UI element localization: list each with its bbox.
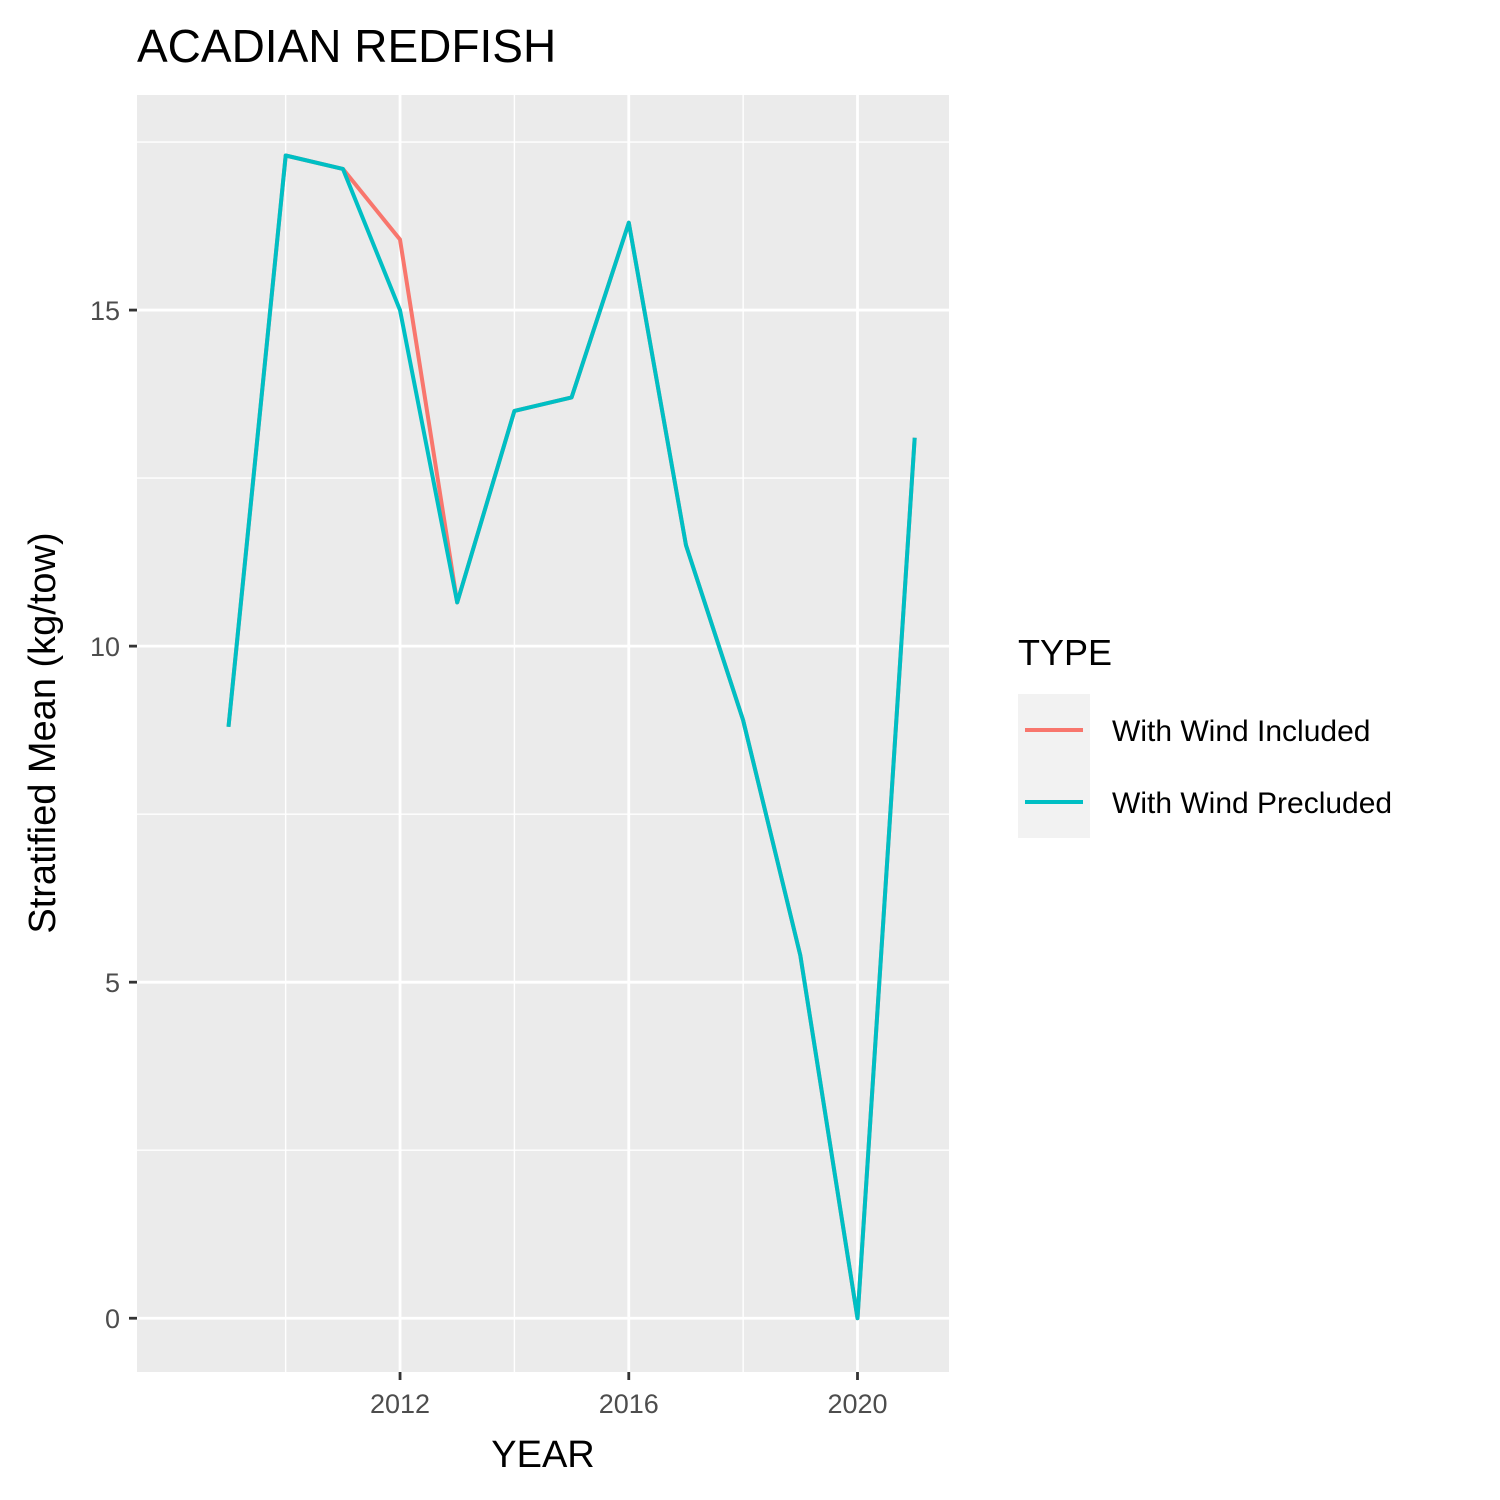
legend-title: TYPE: [1018, 632, 1112, 673]
x-tick-label: 2020: [827, 1389, 887, 1419]
legend-label-with-wind-precluded: With Wind Precluded: [1112, 787, 1392, 820]
y-tick-label: 10: [90, 632, 120, 662]
legend-key-background: [1018, 694, 1090, 838]
legend: TYPE With Wind Included With Wind Preclu…: [1018, 632, 1392, 838]
series-layer: [226, 153, 917, 1321]
x-axis: 2012 2016 2020: [370, 1372, 888, 1419]
minor-gridlines: [137, 95, 949, 1372]
legend-label-with-wind-included: With Wind Included: [1112, 715, 1370, 748]
x-axis-title: YEAR: [491, 1434, 594, 1476]
y-axis: 0 5 10 15: [90, 296, 137, 1334]
chart-title: ACADIAN REDFISH: [137, 20, 556, 72]
y-tick-label: 15: [90, 296, 120, 326]
major-gridlines: [137, 95, 949, 1372]
plot-panel: [137, 95, 949, 1372]
y-tick-label: 0: [105, 1304, 120, 1334]
x-tick-label: 2016: [599, 1389, 659, 1419]
x-tick-label: 2012: [370, 1389, 430, 1419]
y-axis-title: Stratified Mean (kg/tow): [22, 532, 64, 933]
series-line-with-wind-precluded: [226, 153, 917, 1321]
y-tick-label: 5: [105, 968, 120, 998]
